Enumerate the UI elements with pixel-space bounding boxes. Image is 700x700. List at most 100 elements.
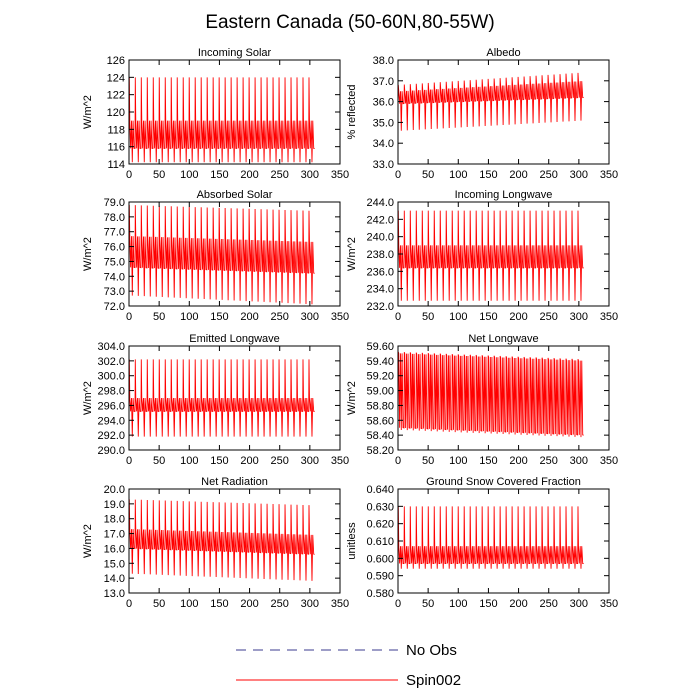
chart-panel-4: 0 50 100 150 200 250 300 350 232.0 234.0 236.0 238.… xyxy=(346,189,618,323)
y-tick-label: 37.0 xyxy=(373,76,394,88)
x-tick-label: 350 xyxy=(331,311,349,323)
y-tick-label: 38.0 xyxy=(373,55,394,67)
y-tick-label: 19.0 xyxy=(104,499,125,511)
y-tick-label: 36.0 xyxy=(373,97,394,109)
y-tick-label: 35.0 xyxy=(373,117,394,129)
x-tick-label: 100 xyxy=(180,311,198,323)
x-tick-label: 250 xyxy=(271,169,289,181)
y-tick-label: 302.0 xyxy=(97,356,125,368)
series-line-spin002 xyxy=(397,72,584,131)
x-tick-label: 150 xyxy=(210,311,228,323)
y-tick-label: 59.60 xyxy=(366,341,394,353)
plot-frame xyxy=(128,201,341,307)
y-tick-label: 18.0 xyxy=(104,514,125,526)
panels: 0 50 100 150 200 250 300 350 114 116 118 120 122 124 1… xyxy=(82,47,618,610)
y-axis-label: unitless xyxy=(346,522,358,560)
series-line-spin002 xyxy=(397,506,584,569)
series-line-spin002 xyxy=(128,359,315,437)
x-tick-label: 100 xyxy=(449,455,467,467)
panel-title: Emitted Longwave xyxy=(189,333,280,345)
y-tick-label: 0.580 xyxy=(366,588,394,600)
x-tick-label: 100 xyxy=(449,598,467,610)
y-tick-label: 0.600 xyxy=(366,553,394,565)
series-line-spin002 xyxy=(128,77,315,163)
x-tick-label: 150 xyxy=(479,598,497,610)
y-tick-label: 78.0 xyxy=(104,212,125,224)
x-tick-label: 100 xyxy=(180,169,198,181)
x-tick-label: 50 xyxy=(153,169,165,181)
plot-frame xyxy=(128,345,341,451)
y-tick-label: 59.40 xyxy=(366,356,394,368)
x-tick-label: 250 xyxy=(271,598,289,610)
x-tick-label: 250 xyxy=(540,311,558,323)
plot-frame xyxy=(397,59,610,165)
x-tick-label: 200 xyxy=(240,598,258,610)
chart-panel-1: 0 50 100 150 200 250 300 350 114 116 118 120 122 124 1… xyxy=(82,47,349,181)
series-line-spin002 xyxy=(397,351,584,438)
x-tick-label: 200 xyxy=(509,455,527,467)
y-tick-label: 79.0 xyxy=(104,197,125,209)
y-tick-label: 238.0 xyxy=(366,249,394,261)
x-tick-label: 50 xyxy=(422,311,434,323)
legend-label: Spin002 xyxy=(406,672,461,689)
x-tick-label: 350 xyxy=(331,598,349,610)
x-tick-label: 50 xyxy=(153,598,165,610)
y-tick-label: 16.0 xyxy=(104,543,125,555)
x-tick-label: 50 xyxy=(422,169,434,181)
y-tick-label: 0.630 xyxy=(366,501,394,513)
y-tick-label: 20.0 xyxy=(104,484,125,496)
y-tick-label: 33.0 xyxy=(373,159,394,171)
x-tick-label: 350 xyxy=(331,169,349,181)
x-tick-label: 150 xyxy=(479,311,497,323)
y-tick-label: 242.0 xyxy=(366,214,394,226)
y-tick-label: 74.0 xyxy=(104,271,125,283)
y-axis-label: W/m^2 xyxy=(346,237,358,271)
y-tick-label: 124 xyxy=(107,72,125,84)
y-tick-label: 0.610 xyxy=(366,536,394,548)
y-tick-label: 17.0 xyxy=(104,529,125,541)
y-tick-label: 59.00 xyxy=(366,386,394,398)
y-tick-label: 14.0 xyxy=(104,573,125,585)
y-tick-label: 34.0 xyxy=(373,138,394,150)
x-tick-label: 200 xyxy=(240,311,258,323)
x-tick-label: 200 xyxy=(240,455,258,467)
y-tick-label: 116 xyxy=(107,142,125,154)
figure-title: Eastern Canada (50-60N,80-55W) xyxy=(205,12,494,33)
series-line-spin002 xyxy=(128,499,315,581)
x-tick-label: 250 xyxy=(540,598,558,610)
x-tick-label: 300 xyxy=(301,455,319,467)
y-tick-label: 59.20 xyxy=(366,371,394,383)
plot-frame xyxy=(397,345,610,451)
chart-panel-2: 0 50 100 150 200 250 300 350 33.0 34.0 35.0 36.0 37.… xyxy=(346,47,618,181)
x-tick-label: 250 xyxy=(540,455,558,467)
y-tick-label: 58.40 xyxy=(366,430,394,442)
y-tick-label: 120 xyxy=(107,107,125,119)
y-tick-label: 236.0 xyxy=(366,266,394,278)
y-tick-label: 296.0 xyxy=(97,400,125,412)
y-tick-label: 72.0 xyxy=(104,301,125,313)
x-tick-label: 300 xyxy=(570,311,588,323)
x-tick-label: 300 xyxy=(570,598,588,610)
y-tick-label: 126 xyxy=(107,55,125,67)
y-tick-label: 58.80 xyxy=(366,400,394,412)
y-tick-label: 0.640 xyxy=(366,484,394,496)
x-tick-label: 150 xyxy=(479,169,497,181)
x-tick-label: 50 xyxy=(153,311,165,323)
y-axis-label: W/m^2 xyxy=(82,524,94,558)
x-tick-label: 0 xyxy=(126,169,132,181)
panel-title: Albedo xyxy=(486,47,520,59)
y-tick-label: 114 xyxy=(107,159,125,171)
panel-title: Incoming Longwave xyxy=(455,189,553,201)
y-tick-label: 244.0 xyxy=(366,197,394,209)
y-tick-label: 0.590 xyxy=(366,571,394,583)
x-tick-label: 100 xyxy=(180,455,198,467)
x-tick-label: 350 xyxy=(600,169,618,181)
plot-frame xyxy=(397,488,610,594)
y-axis-label: W/m^2 xyxy=(82,237,94,271)
y-tick-label: 234.0 xyxy=(366,284,394,296)
x-tick-label: 250 xyxy=(271,311,289,323)
x-tick-label: 50 xyxy=(422,455,434,467)
y-tick-label: 300.0 xyxy=(97,371,125,383)
x-tick-label: 200 xyxy=(509,311,527,323)
